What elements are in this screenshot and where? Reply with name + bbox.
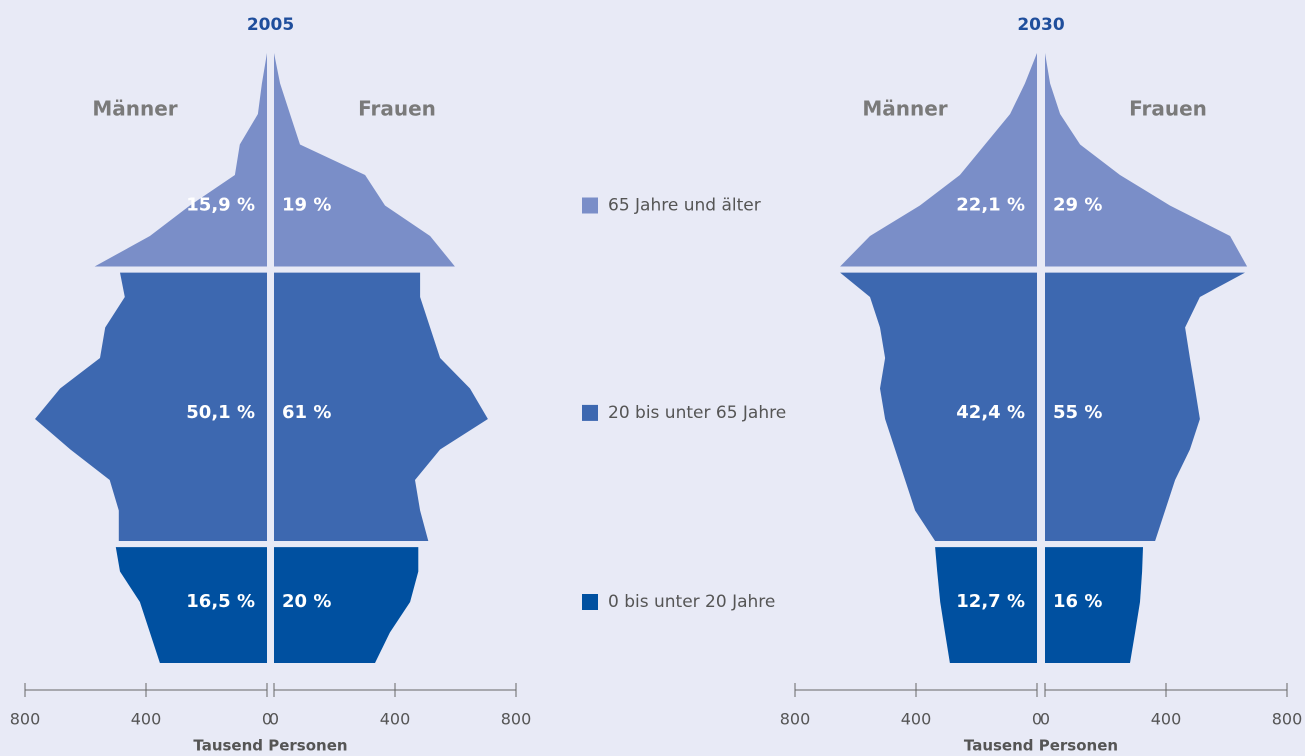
- x-tick-label: 400: [901, 710, 932, 729]
- legend-label: 65 Jahre und älter: [608, 196, 761, 216]
- legend-swatch: [582, 404, 598, 421]
- x-tick-label: 0: [1040, 710, 1050, 729]
- share-label: 16 %: [1053, 591, 1102, 612]
- x-tick-label: 400: [1151, 710, 1182, 729]
- share-label: 61 %: [282, 402, 331, 423]
- x-tick-label: 800: [501, 710, 532, 729]
- x-tick-label: 800: [780, 710, 811, 729]
- x-tick-label: 800: [1272, 710, 1303, 729]
- share-label: 50,1 %: [186, 402, 255, 423]
- pyramid-area: [1045, 53, 1248, 267]
- pyramid-area: [840, 53, 1037, 267]
- pyramid-area: [35, 272, 267, 541]
- share-label: 19 %: [282, 195, 331, 216]
- pyramid-area: [274, 53, 455, 267]
- share-label: 22,1 %: [956, 195, 1025, 216]
- sex-label: Frauen: [358, 97, 436, 121]
- legend-label: 20 bis unter 65 Jahre: [608, 403, 786, 423]
- legend-swatch: [582, 594, 598, 610]
- pyramid-area: [274, 272, 488, 541]
- x-tick-label: 0: [269, 710, 279, 729]
- share-label: 55 %: [1053, 402, 1102, 423]
- x-tick-label: 400: [131, 710, 162, 729]
- pyramid-area: [94, 53, 267, 267]
- sex-label: Männer: [92, 97, 177, 121]
- share-label: 15,9 %: [186, 195, 255, 216]
- sex-label: Männer: [862, 97, 947, 121]
- pyramid-area: [115, 547, 267, 663]
- share-label: 29 %: [1053, 195, 1102, 216]
- share-label: 16,5 %: [186, 591, 255, 612]
- chart-title: 2005: [247, 15, 294, 35]
- pyramid-area: [935, 547, 1037, 663]
- share-label: 42,4 %: [956, 402, 1025, 423]
- pyramid-area: [1045, 547, 1143, 663]
- pyramid-area: [840, 272, 1037, 541]
- legend-swatch: [582, 197, 598, 214]
- share-label: 12,7 %: [956, 591, 1025, 612]
- x-axis-title: Tausend Personen: [964, 737, 1118, 755]
- share-label: 20 %: [282, 591, 331, 612]
- x-tick-label: 0: [1032, 710, 1042, 729]
- x-axis-title: Tausend Personen: [193, 737, 347, 755]
- x-tick-label: 0: [262, 710, 272, 729]
- chart-title: 2030: [1017, 15, 1064, 35]
- pyramid-area: [1045, 272, 1245, 541]
- pyramid-area: [274, 547, 419, 663]
- x-tick-label: 400: [380, 710, 411, 729]
- sex-label: Frauen: [1129, 97, 1207, 121]
- x-tick-label: 800: [10, 710, 41, 729]
- legend-label: 0 bis unter 20 Jahre: [608, 592, 775, 612]
